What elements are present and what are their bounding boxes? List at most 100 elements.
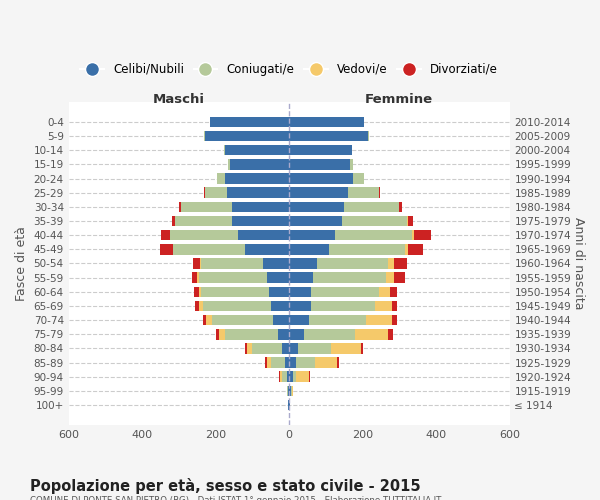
Bar [289, 188, 348, 198]
Bar [263, 258, 289, 269]
Bar [289, 300, 311, 312]
Bar [282, 372, 287, 382]
Bar [348, 188, 379, 198]
Bar [289, 173, 353, 184]
Bar [289, 372, 293, 382]
Bar [298, 343, 331, 354]
Bar [304, 329, 355, 340]
Y-axis label: Fasce di età: Fasce di età [15, 226, 28, 301]
Bar [408, 216, 413, 226]
Text: Popolazione per età, sesso e stato civile - 2015: Popolazione per età, sesso e stato civil… [30, 478, 421, 494]
Bar [289, 400, 290, 410]
Bar [289, 358, 296, 368]
Bar [203, 300, 271, 312]
Bar [287, 372, 289, 382]
Bar [247, 343, 253, 354]
Bar [291, 386, 292, 396]
Bar [199, 286, 201, 297]
Bar [173, 244, 245, 254]
Bar [204, 188, 205, 198]
Bar [317, 258, 388, 269]
Bar [224, 145, 225, 156]
Bar [289, 329, 304, 340]
Bar [392, 315, 397, 326]
Bar [238, 230, 289, 240]
Bar [212, 315, 272, 326]
Bar [289, 315, 309, 326]
Bar [267, 358, 271, 368]
Bar [225, 329, 278, 340]
Bar [282, 343, 289, 354]
Bar [279, 372, 280, 382]
Text: Maschi: Maschi [153, 94, 205, 106]
Bar [197, 272, 199, 283]
Bar [269, 286, 289, 297]
Bar [287, 386, 288, 396]
Bar [394, 272, 405, 283]
Bar [289, 202, 344, 212]
Bar [192, 272, 197, 283]
Bar [181, 202, 232, 212]
Bar [200, 258, 201, 269]
Bar [331, 343, 361, 354]
Bar [199, 300, 203, 312]
Bar [394, 258, 407, 269]
Bar [296, 358, 315, 368]
Bar [245, 244, 289, 254]
Bar [313, 272, 386, 283]
Bar [205, 188, 227, 198]
Bar [293, 372, 296, 382]
Bar [225, 173, 289, 184]
Bar [343, 216, 407, 226]
Bar [225, 145, 289, 156]
Bar [315, 358, 337, 368]
Bar [353, 173, 364, 184]
Bar [289, 272, 313, 283]
Bar [311, 300, 376, 312]
Bar [388, 329, 392, 340]
Bar [217, 173, 225, 184]
Bar [409, 244, 423, 254]
Bar [289, 343, 298, 354]
Bar [271, 300, 289, 312]
Bar [194, 286, 199, 297]
Bar [379, 188, 380, 198]
Bar [329, 244, 405, 254]
Bar [232, 202, 289, 212]
Bar [229, 159, 230, 170]
Bar [292, 386, 293, 396]
Bar [289, 159, 350, 170]
Bar [160, 244, 173, 254]
Bar [206, 315, 212, 326]
Bar [289, 386, 291, 396]
Bar [204, 130, 205, 141]
Bar [172, 216, 175, 226]
Bar [245, 343, 247, 354]
Bar [205, 130, 289, 141]
Bar [201, 258, 263, 269]
Bar [386, 272, 394, 283]
Bar [289, 244, 329, 254]
Bar [296, 372, 309, 382]
Bar [161, 230, 170, 240]
Y-axis label: Anni di nascita: Anni di nascita [572, 217, 585, 310]
Bar [376, 300, 392, 312]
Bar [289, 286, 311, 297]
Bar [379, 286, 390, 297]
Bar [388, 258, 394, 269]
Bar [179, 202, 181, 212]
Bar [414, 230, 431, 240]
Bar [289, 145, 352, 156]
Bar [392, 300, 397, 312]
Bar [232, 216, 289, 226]
Bar [309, 315, 366, 326]
Bar [286, 358, 289, 368]
Bar [253, 343, 282, 354]
Bar [219, 329, 225, 340]
Bar [265, 358, 267, 368]
Bar [289, 216, 343, 226]
Bar [201, 286, 269, 297]
Text: COMUNE DI PONTE SAN PIETRO (BG) - Dati ISTAT 1° gennaio 2015 - Elaborazione TUTT: COMUNE DI PONTE SAN PIETRO (BG) - Dati I… [30, 496, 442, 500]
Bar [199, 272, 267, 283]
Bar [271, 358, 286, 368]
